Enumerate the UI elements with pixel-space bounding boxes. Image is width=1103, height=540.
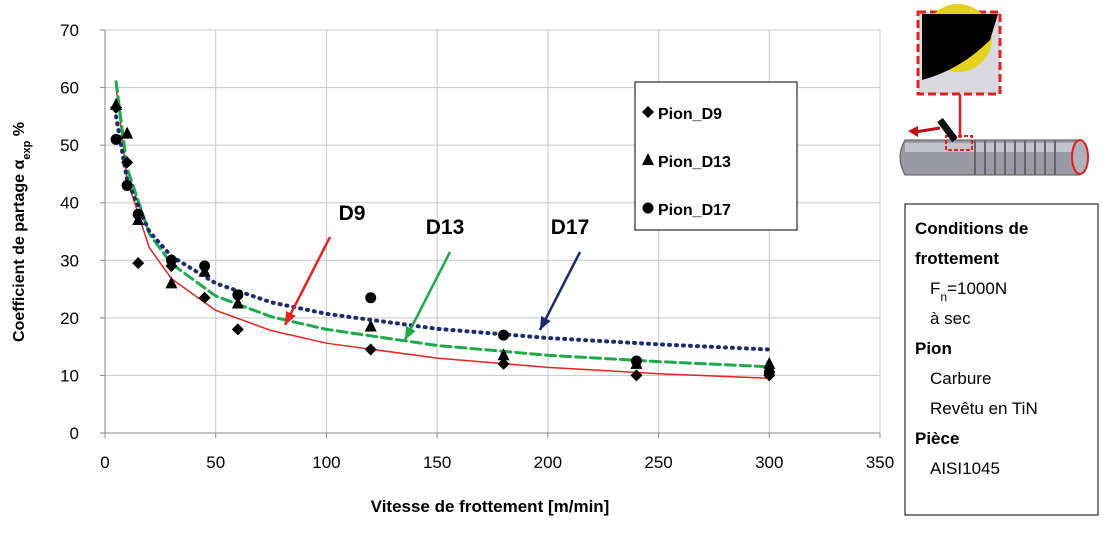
marker-circle <box>199 260 211 272</box>
condition-text: AISI1045 <box>930 459 1000 478</box>
y-tick-label: 60 <box>60 79 79 98</box>
curve-label: D9 <box>339 202 366 225</box>
y-axis-label: Coefficient de partage αexp % <box>11 122 33 342</box>
marker-diamond <box>630 369 643 382</box>
marker-circle <box>121 179 133 191</box>
condition-line: frottement <box>915 249 999 268</box>
conditions-box <box>904 203 1099 516</box>
arrow-head <box>405 326 416 340</box>
x-tick-label: 0 <box>100 453 109 472</box>
y-tick-label: 20 <box>60 309 79 328</box>
legend-label: Pion_D13 <box>658 154 731 171</box>
condition-line: Revêtu en TiN <box>930 399 1038 418</box>
x-tick-label: 300 <box>755 453 783 472</box>
fit-curve <box>114 114 772 352</box>
marker-triangle <box>763 356 776 369</box>
x-tick-label: 50 <box>206 453 225 472</box>
marker-circle <box>232 289 244 301</box>
condition-line: Pion <box>915 339 952 358</box>
arrow-head <box>285 311 296 325</box>
legend-label: Pion_D9 <box>658 106 722 123</box>
marker-diamond <box>121 156 134 169</box>
annotation-arrow <box>403 251 452 341</box>
condition-line: à sec <box>930 309 971 328</box>
marker-circle <box>498 329 510 341</box>
marker-triangle <box>110 97 123 110</box>
y-tick-label: 40 <box>60 194 79 213</box>
annotation-arrow <box>538 251 582 331</box>
marker-triangle <box>642 153 654 165</box>
marker-circle <box>365 292 377 304</box>
curve-label: D13 <box>426 216 465 239</box>
y-tick-label: 30 <box>60 251 79 270</box>
condition-text: Conditions de <box>915 219 1028 238</box>
marker-triangle <box>165 276 178 289</box>
condition-text: F <box>930 279 940 298</box>
y-tick-label: 10 <box>60 366 79 385</box>
x-axis-label: Vitesse de frottement [m/min] <box>371 497 610 516</box>
marker-diamond <box>231 323 244 336</box>
marker-diamond <box>198 291 211 304</box>
condition-line: Conditions de <box>915 219 1028 238</box>
condition-text: à sec <box>930 309 971 328</box>
marker-circle <box>763 367 775 379</box>
y-label-tail: % <box>11 122 28 141</box>
y-tick-label: 50 <box>60 136 79 155</box>
y-label-text: Coefficient de partage α <box>11 160 28 342</box>
marker-triangle <box>121 126 134 139</box>
marker-circle <box>165 254 177 266</box>
condition-text: Pion <box>915 339 952 358</box>
marker-triangle <box>497 348 510 361</box>
condition-sub: n <box>940 290 947 304</box>
marker-diamond <box>497 357 510 370</box>
marker-diamond <box>364 343 377 356</box>
marker-triangle <box>364 319 377 332</box>
condition-line: AISI1045 <box>930 459 1000 478</box>
marker-diamond <box>132 257 145 270</box>
curve-label: D17 <box>551 216 590 239</box>
fit-curve <box>114 80 771 369</box>
y-tick-label: 70 <box>60 21 79 40</box>
arrow-head <box>540 316 551 330</box>
illustration <box>899 4 1089 176</box>
marker-circle <box>110 133 122 145</box>
condition-text: frottement <box>915 249 999 268</box>
x-tick-label: 100 <box>312 453 340 472</box>
legend-box <box>634 81 798 231</box>
condition-text: Carbure <box>930 369 991 388</box>
condition-line: Fn=1000N <box>930 279 1007 304</box>
marker-diamond <box>642 106 654 118</box>
legend-label: Pion_D17 <box>658 202 731 219</box>
x-tick-label: 250 <box>644 453 672 472</box>
marker-circle <box>642 202 654 214</box>
condition-line: Pièce <box>915 429 959 448</box>
y-tick-label: 0 <box>70 424 79 443</box>
marker-circle <box>630 355 642 367</box>
condition-line: Carbure <box>930 369 991 388</box>
condition-text: Pièce <box>915 429 959 448</box>
marker-triangle <box>231 296 244 309</box>
marker-circle <box>132 208 144 220</box>
annotation-arrow <box>283 236 332 326</box>
condition-tail: =1000N <box>947 279 1007 298</box>
x-tick-label: 350 <box>866 453 894 472</box>
condition-text: Revêtu en TiN <box>930 399 1038 418</box>
x-tick-label: 200 <box>534 453 562 472</box>
x-tick-label: 150 <box>423 453 451 472</box>
y-label-sub: exp <box>21 140 33 159</box>
